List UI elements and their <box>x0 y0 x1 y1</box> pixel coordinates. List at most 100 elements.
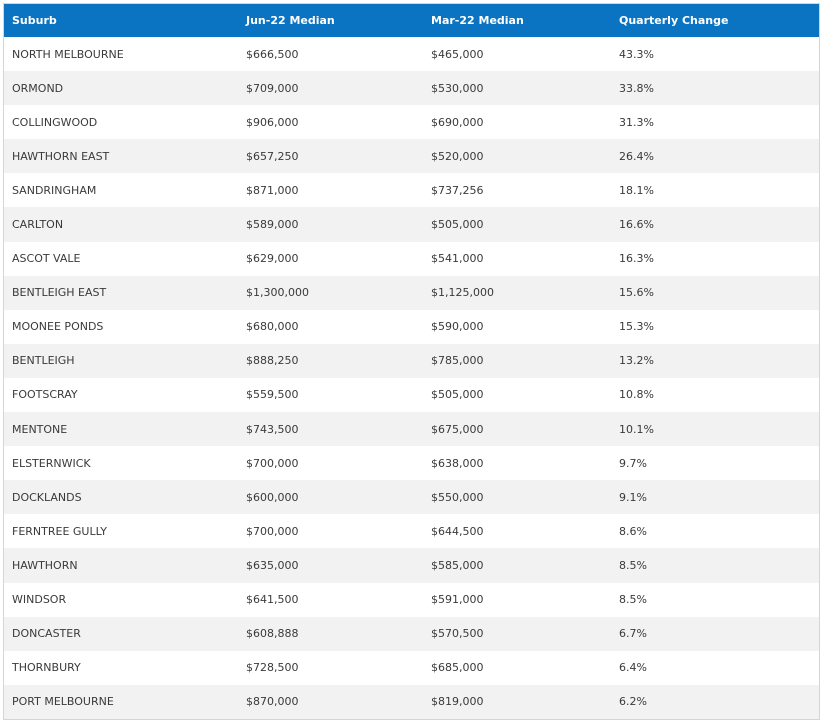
suburb-cell: NORTH MELBOURNE <box>12 47 124 61</box>
quarterly-change-cell: 26.4% <box>619 149 654 163</box>
table-row: COLLINGWOOD $906,000 $690,000 31.3% <box>4 105 819 140</box>
quarterly-change-cell: 10.8% <box>619 388 654 402</box>
median-price-table: Suburb Jun-22 Median Mar-22 Median Quart… <box>4 4 819 719</box>
mar-22-median-cell: $644,500 <box>431 524 484 538</box>
table-row: FOOTSCRAY $559,500 $505,000 10.8% <box>4 377 819 413</box>
suburb-cell: WINDSOR <box>12 593 67 607</box>
mar-22-median-cell: $505,000 <box>431 388 484 402</box>
quarterly-change-cell: 9.7% <box>619 456 647 470</box>
mar-22-median-cell: $505,000 <box>431 218 484 232</box>
suburb-cell: MOONEE PONDS <box>12 320 104 334</box>
jun-22-median-cell: $635,000 <box>246 558 299 572</box>
header-row: Suburb Jun-22 Median Mar-22 Median Quart… <box>4 4 819 37</box>
table-row: DONCASTER $608,888 $570,500 6.7% <box>4 616 819 651</box>
jun-22-median-cell: $559,500 <box>246 388 299 402</box>
quarterly-change-cell: 9.1% <box>619 490 647 504</box>
suburb-cell: DONCASTER <box>12 627 81 641</box>
suburb-cell: BENTLEIGH EAST <box>12 286 107 300</box>
mar-22-median-cell: $570,500 <box>431 627 484 641</box>
table-row: SANDRINGHAM $871,000 $737,256 18.1% <box>4 173 819 208</box>
table-row: PORT MELBOURNE $870,000 $819,000 6.2% <box>4 684 819 719</box>
table-row: MOONEE PONDS $680,000 $590,000 15.3% <box>4 309 819 344</box>
jun-22-median-cell: $1,300,000 <box>246 286 309 300</box>
mar-22-median-cell: $1,125,000 <box>431 286 494 300</box>
jun-22-median-cell: $589,000 <box>246 218 299 232</box>
jun-22-median-cell: $700,000 <box>246 524 299 538</box>
table-row: NORTH MELBOURNE $666,500 $465,000 43.3% <box>4 37 819 72</box>
suburb-cell: MENTONE <box>12 422 68 436</box>
quarterly-change-cell: 6.4% <box>619 661 647 675</box>
table-row: DOCKLANDS $600,000 $550,000 9.1% <box>4 480 819 515</box>
mar-22-median-cell: $737,256 <box>431 183 484 197</box>
mar-22-median-cell: $819,000 <box>431 695 484 709</box>
median-price-table-container: Suburb Jun-22 Median Mar-22 Median Quart… <box>3 3 820 720</box>
quarterly-change-cell: 8.5% <box>619 593 647 607</box>
quarterly-change-cell: 18.1% <box>619 183 654 197</box>
quarterly-change-cell: 6.7% <box>619 627 647 641</box>
table-row: BENTLEIGH EAST $1,300,000 $1,125,000 15.6% <box>4 275 819 310</box>
quarterly-change-cell: 15.6% <box>619 286 654 300</box>
jun-22-median-cell: $680,000 <box>246 320 299 334</box>
table-row: WINDSOR $641,500 $591,000 8.5% <box>4 582 819 617</box>
suburb-cell: ASCOT VALE <box>12 252 81 266</box>
header-quarterly-change: Quarterly Change <box>619 14 729 27</box>
quarterly-change-cell: 16.3% <box>619 252 654 266</box>
table-row: HAWTHORN $635,000 $585,000 8.5% <box>4 548 819 583</box>
quarterly-change-cell: 13.2% <box>619 354 654 368</box>
suburb-cell: DOCKLANDS <box>12 490 82 504</box>
jun-22-median-cell: $728,500 <box>246 661 299 675</box>
mar-22-median-cell: $530,000 <box>431 81 484 95</box>
quarterly-change-cell: 8.5% <box>619 558 647 572</box>
table-row: ORMOND $709,000 $530,000 33.8% <box>4 71 819 106</box>
mar-22-median-cell: $541,000 <box>431 252 484 266</box>
table-row: BENTLEIGH $888,250 $785,000 13.2% <box>4 343 819 378</box>
suburb-cell: CARLTON <box>12 218 64 232</box>
jun-22-median-cell: $600,000 <box>246 490 299 504</box>
table-row: ASCOT VALE $629,000 $541,000 16.3% <box>4 241 819 276</box>
table-row: FERNTREE GULLY $700,000 $644,500 8.6% <box>4 514 819 549</box>
mar-22-median-cell: $785,000 <box>431 354 484 368</box>
jun-22-median-cell: $906,000 <box>246 115 299 129</box>
suburb-cell: FOOTSCRAY <box>12 388 78 402</box>
suburb-cell: SANDRINGHAM <box>12 183 97 197</box>
mar-22-median-cell: $685,000 <box>431 661 484 675</box>
suburb-cell: ELSTERNWICK <box>12 456 91 470</box>
quarterly-change-cell: 31.3% <box>619 115 654 129</box>
table-row: CARLTON $589,000 $505,000 16.6% <box>4 207 819 242</box>
header-jun-22-median: Jun-22 Median <box>246 14 335 27</box>
quarterly-change-cell: 10.1% <box>619 422 654 436</box>
mar-22-median-cell: $520,000 <box>431 149 484 163</box>
header-mar-22-median: Mar-22 Median <box>431 14 524 27</box>
jun-22-median-cell: $657,250 <box>246 149 299 163</box>
suburb-cell: THORNBURY <box>12 661 81 675</box>
table-row: THORNBURY $728,500 $685,000 6.4% <box>4 650 819 685</box>
mar-22-median-cell: $585,000 <box>431 558 484 572</box>
suburb-cell: HAWTHORN <box>12 558 78 572</box>
suburb-cell: HAWTHORN EAST <box>12 149 110 163</box>
jun-22-median-cell: $871,000 <box>246 183 299 197</box>
jun-22-median-cell: $666,500 <box>246 47 299 61</box>
quarterly-change-cell: 33.8% <box>619 81 654 95</box>
mar-22-median-cell: $591,000 <box>431 593 484 607</box>
jun-22-median-cell: $870,000 <box>246 695 299 709</box>
jun-22-median-cell: $709,000 <box>246 81 299 95</box>
jun-22-median-cell: $608,888 <box>246 627 299 641</box>
quarterly-change-cell: 43.3% <box>619 47 654 61</box>
suburb-cell: FERNTREE GULLY <box>12 524 107 538</box>
jun-22-median-cell: $641,500 <box>246 593 299 607</box>
jun-22-median-cell: $888,250 <box>246 354 299 368</box>
suburb-cell: BENTLEIGH <box>12 354 75 368</box>
jun-22-median-cell: $743,500 <box>246 422 299 436</box>
quarterly-change-cell: 6.2% <box>619 695 647 709</box>
suburb-cell: ORMOND <box>12 81 64 95</box>
table-row: HAWTHORN EAST $657,250 $520,000 26.4% <box>4 139 819 174</box>
quarterly-change-cell: 8.6% <box>619 524 647 538</box>
header-suburb: Suburb <box>12 14 57 27</box>
quarterly-change-cell: 15.3% <box>619 320 654 334</box>
mar-22-median-cell: $550,000 <box>431 490 484 504</box>
table-header: Suburb Jun-22 Median Mar-22 Median Quart… <box>4 4 819 37</box>
jun-22-median-cell: $700,000 <box>246 456 299 470</box>
table-body: NORTH MELBOURNE $666,500 $465,000 43.3% ORMO… <box>4 37 819 719</box>
suburb-cell: COLLINGWOOD <box>12 115 98 129</box>
quarterly-change-cell: 16.6% <box>619 218 654 232</box>
